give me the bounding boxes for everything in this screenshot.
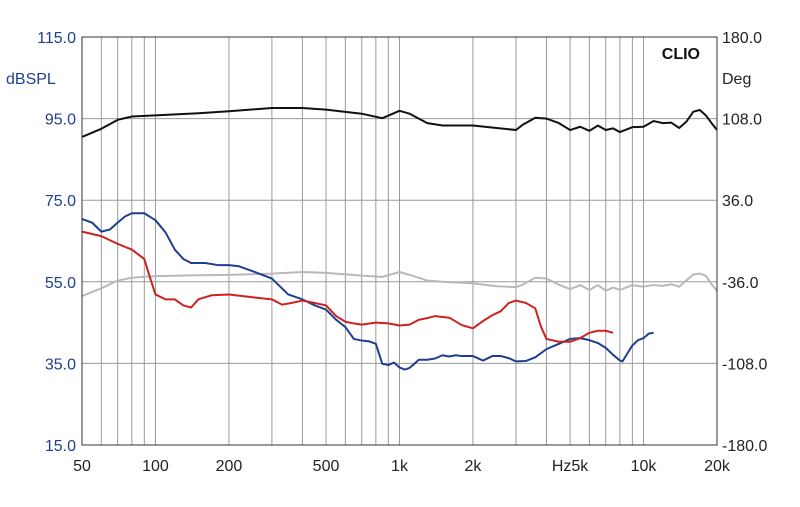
right-axis-label: Deg [722, 71, 751, 88]
left-y-tick-label: 75.0 [45, 193, 76, 210]
x-tick-label: 20k [704, 458, 731, 475]
right-y-tick-label: 36.0 [722, 193, 753, 210]
grid-lines [82, 37, 717, 445]
left-y-tick-label: 35.0 [45, 356, 76, 373]
series-line-4 [81, 230, 614, 343]
x-tick-label: 50 [73, 458, 91, 475]
right-y-tick-label: -180.0 [722, 438, 767, 455]
left-y-tick-label: 95.0 [45, 112, 76, 129]
plot-frame [81, 36, 718, 446]
clio-brand-label: CLIO [662, 46, 700, 63]
left-y-tick-label: 55.0 [45, 275, 76, 292]
x-tick-label: 10k [631, 458, 658, 475]
series-line-3 [81, 212, 654, 371]
x-tick-label: 2k [465, 458, 483, 475]
x-tick-label: 500 [313, 458, 340, 475]
x-tick-label: 1k [391, 458, 409, 475]
x-tick-label: Hz5k [552, 458, 589, 475]
left-axis-label: dBSPL [6, 71, 56, 88]
right-y-tick-label: -36.0 [722, 275, 759, 292]
series-line-1 [81, 106, 718, 138]
x-tick-label: 200 [216, 458, 243, 475]
tick-labels: 50 100 200 500 1k 2k Hz5k 10k 20k 115.0 95.0 75.0 55… [37, 30, 767, 475]
series-line-2 [81, 271, 718, 298]
right-y-tick-label: 108.0 [722, 112, 762, 129]
left-y-tick-label: 115.0 [37, 30, 76, 47]
right-y-tick-label: 180.0 [722, 30, 762, 47]
data-series [81, 106, 718, 371]
x-tick-label: 100 [142, 458, 169, 475]
right-y-tick-label: -108.0 [722, 356, 767, 373]
left-y-tick-label: 15.0 [45, 438, 76, 455]
